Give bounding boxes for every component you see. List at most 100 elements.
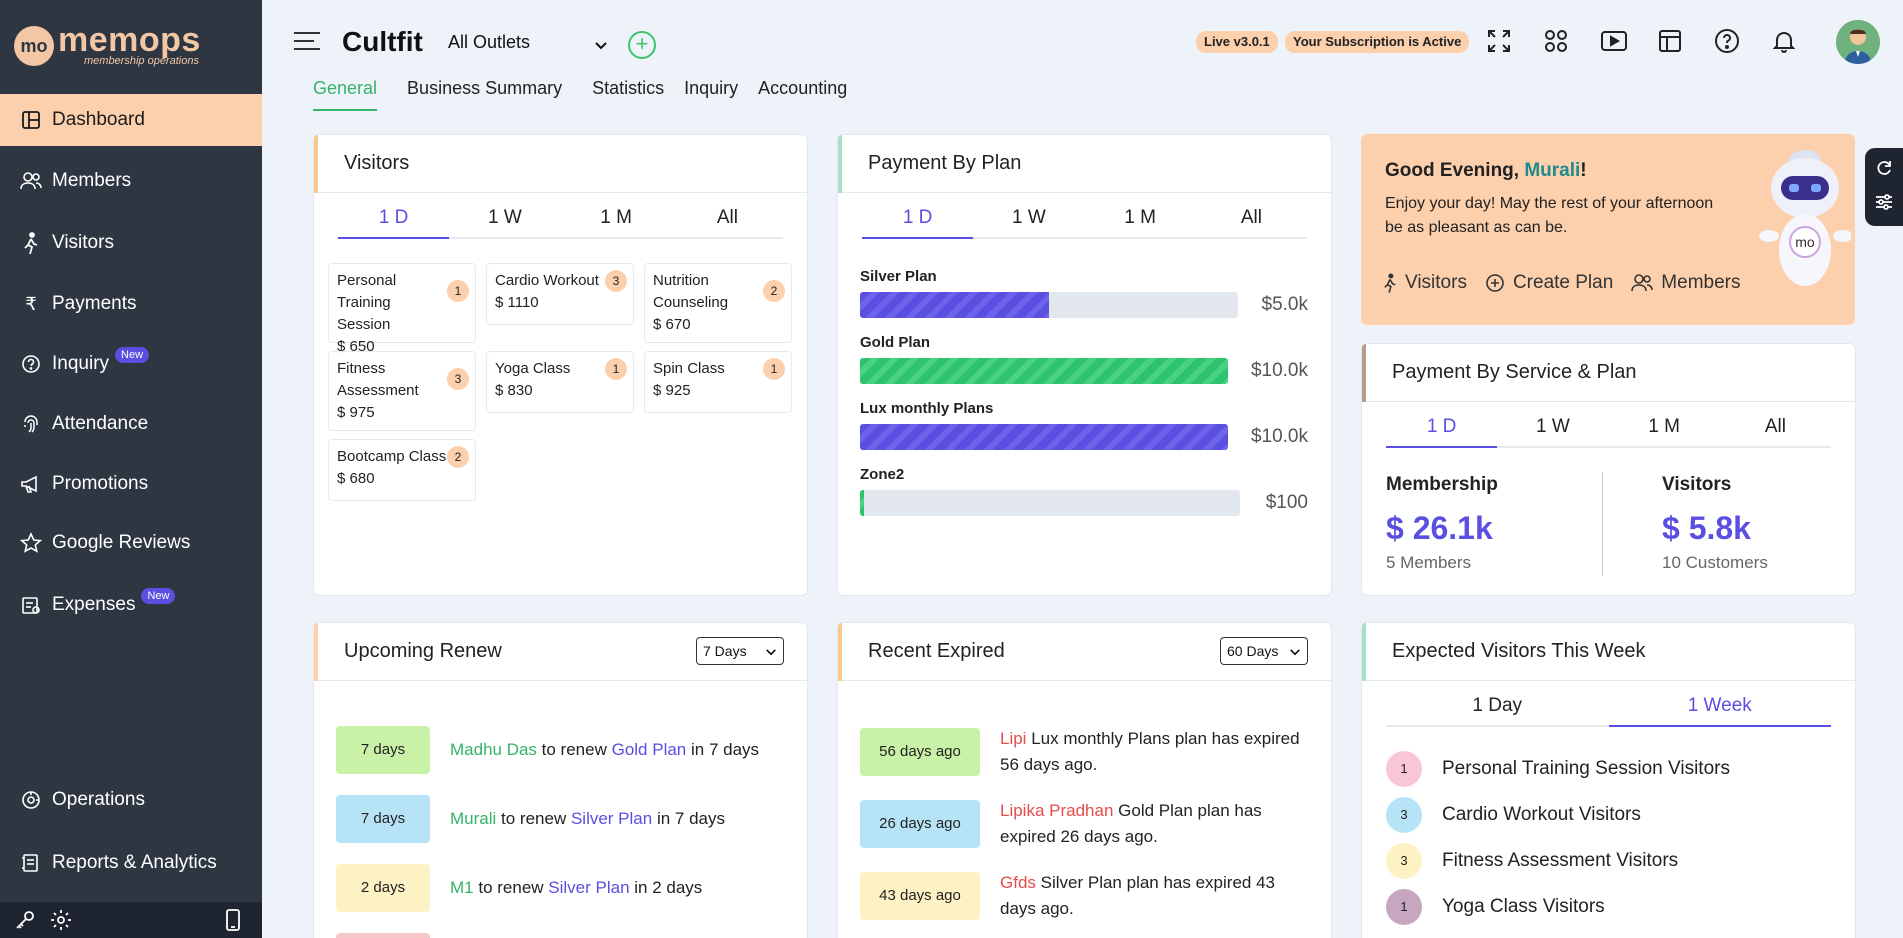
visitor-service-item[interactable]: Cardio Workout $ 1110 3 (486, 263, 634, 325)
tab-1w[interactable]: 1 W (487, 207, 522, 228)
payment-by-service-card: Payment By Service & Plan 1 D 1 W 1 M Al… (1361, 343, 1856, 596)
renew-row: 2 days M1 to renew Silver Plan in 2 days (336, 864, 702, 912)
video-icon[interactable] (1600, 28, 1628, 56)
fullscreen-icon[interactable] (1486, 28, 1514, 56)
star-icon (20, 532, 42, 554)
plan-link[interactable]: Gold Plan (611, 740, 687, 759)
count-badge: 1 (447, 280, 469, 302)
tab-inquiry[interactable]: Inquiry (684, 78, 739, 98)
add-outlet-button[interactable]: + (628, 31, 656, 59)
tab-1m[interactable]: 1 M (600, 207, 632, 228)
walk-icon (1384, 273, 1396, 293)
member-link[interactable]: Gfds (1000, 873, 1036, 892)
quick-link-visitors[interactable]: Visitors (1383, 272, 1467, 294)
plan-name: Gold Plan (860, 334, 931, 351)
visitor-service-item[interactable]: Fitness Assessment $ 975 3 (328, 351, 476, 431)
refresh-icon[interactable] (1874, 158, 1894, 183)
sidebar-item-promotions[interactable]: Promotions (0, 458, 262, 510)
visitor-service-item[interactable]: Bootcamp Class $ 680 2 (328, 439, 476, 501)
help-icon[interactable] (1714, 28, 1742, 56)
mobile-icon[interactable] (226, 909, 248, 931)
period-tabs: 1 D 1 W 1 M All (338, 201, 783, 239)
plan-row: Zone2 $100 (860, 466, 1308, 516)
bell-icon[interactable] (1771, 28, 1799, 56)
expected-visitors-card: Expected Visitors This Week 1 Day 1 Week… (1361, 622, 1856, 938)
tab-1d[interactable]: 1 D (1386, 410, 1498, 448)
card-title: Upcoming Renew (344, 640, 502, 662)
user-name: Murali (1524, 160, 1581, 181)
sidebar-item-expenses[interactable]: Expenses New (0, 579, 262, 631)
visitor-service-item[interactable]: Nutrition Counseling $ 670 2 (644, 263, 792, 343)
sidebar-item-dashboard[interactable]: Dashboard (0, 94, 262, 146)
plan-amount: $10.0k (1250, 426, 1308, 447)
sidebar-item-visitors[interactable]: Visitors (0, 217, 262, 269)
chevron-down-icon (594, 35, 608, 56)
expired-row: 56 days ago Lipi Lux monthly Plans plan … (860, 726, 1310, 778)
member-link[interactable]: M1 (450, 878, 474, 897)
sidebar-item-label: Operations (52, 789, 145, 810)
members-icon (20, 170, 42, 192)
tab-1m[interactable]: 1 M (1124, 207, 1156, 228)
count-dot: 1 (1386, 889, 1422, 925)
visitors-value: $ 5.8k (1662, 510, 1751, 546)
sidebar-item-reports[interactable]: Reports & Analytics (0, 837, 262, 889)
plus-circle-icon (1486, 274, 1504, 292)
filter-sliders-icon[interactable] (1874, 192, 1894, 217)
member-link[interactable]: Madhu Das (450, 740, 537, 759)
plan-link[interactable]: Silver Plan (570, 809, 653, 828)
tab-business-summary[interactable]: Business Summary (407, 78, 563, 98)
operations-icon (20, 789, 42, 811)
count-dot: 3 (1386, 797, 1422, 833)
settings-icon[interactable] (50, 909, 72, 931)
plan-link[interactable]: Silver Plan (548, 878, 630, 897)
fingerprint-icon (20, 413, 42, 435)
expected-tabs: 1 Day 1 Week (1386, 689, 1831, 727)
tab-all[interactable]: All (716, 207, 738, 228)
tab-1m[interactable]: 1 M (1648, 416, 1680, 437)
logo[interactable]: mo memops membership operations (0, 0, 262, 92)
expired-days-select[interactable]: 60 Days (1220, 637, 1308, 665)
renew-days-select[interactable]: 7 Days (696, 637, 784, 665)
sidebar-item-label: Payments (52, 293, 137, 314)
days-badge: 2 days (336, 864, 430, 912)
quick-link-create-plan[interactable]: Create Plan (1485, 272, 1613, 294)
sidebar-item-operations[interactable]: Operations (0, 774, 262, 826)
apps-icon[interactable] (1543, 28, 1571, 56)
tab-statistics[interactable]: Statistics (592, 78, 665, 98)
tab-1w[interactable]: 1 W (1535, 416, 1570, 437)
tab-1d[interactable]: 1 D (338, 201, 450, 239)
sidebar-item-inquiry[interactable]: Inquiry New (0, 338, 262, 390)
card-title: Recent Expired (868, 640, 1005, 662)
avatar[interactable] (1836, 20, 1880, 64)
quick-link-members[interactable]: Members (1631, 272, 1740, 294)
tab-1d[interactable]: 1 D (862, 201, 974, 239)
payment-by-plan-card: Payment By Plan 1 D 1 W 1 M All Silver P… (837, 134, 1332, 596)
sidebar-item-google-reviews[interactable]: Google Reviews (0, 517, 262, 569)
tab-1w[interactable]: 1 W (1011, 207, 1046, 228)
sidebar-item-members[interactable]: Members (0, 155, 262, 207)
visitor-service-item[interactable]: Spin Class $ 925 1 (644, 351, 792, 413)
outlet-select[interactable]: All Outlets (448, 32, 608, 53)
tab-all[interactable]: All (1764, 416, 1786, 437)
tab-1-week[interactable]: 1 Week (1608, 689, 1831, 727)
tab-general[interactable]: General (313, 78, 378, 111)
count-badge: 3 (447, 368, 469, 390)
plan-row: Silver Plan $5.0k (860, 268, 1308, 318)
menu-toggle-icon[interactable] (294, 32, 320, 56)
visitor-service-item[interactable]: Yoga Class $ 830 1 (486, 351, 634, 413)
tab-all[interactable]: All (1240, 207, 1262, 228)
tab-1-day[interactable]: 1 Day (1472, 695, 1523, 716)
sidebar-item-payments[interactable]: ₹ Payments (0, 278, 262, 330)
member-link[interactable]: Lipika Pradhan (1000, 801, 1114, 820)
version-badge: Live v3.0.1 (1196, 31, 1278, 53)
layout-icon[interactable] (1657, 28, 1685, 56)
key-icon[interactable] (14, 909, 36, 931)
member-link[interactable]: Murali (450, 809, 497, 828)
plan-amount: $100 (1265, 492, 1308, 513)
expired-row: 26 days ago Lipika Pradhan Gold Plan pla… (860, 798, 1310, 850)
sidebar-item-attendance[interactable]: Attendance (0, 398, 262, 450)
member-link[interactable]: Lipi (1000, 729, 1027, 748)
visitor-service-item[interactable]: Personal Training Session $ 650 1 (328, 263, 476, 355)
dashboard-icon (20, 109, 42, 131)
tab-accounting[interactable]: Accounting (758, 78, 848, 98)
